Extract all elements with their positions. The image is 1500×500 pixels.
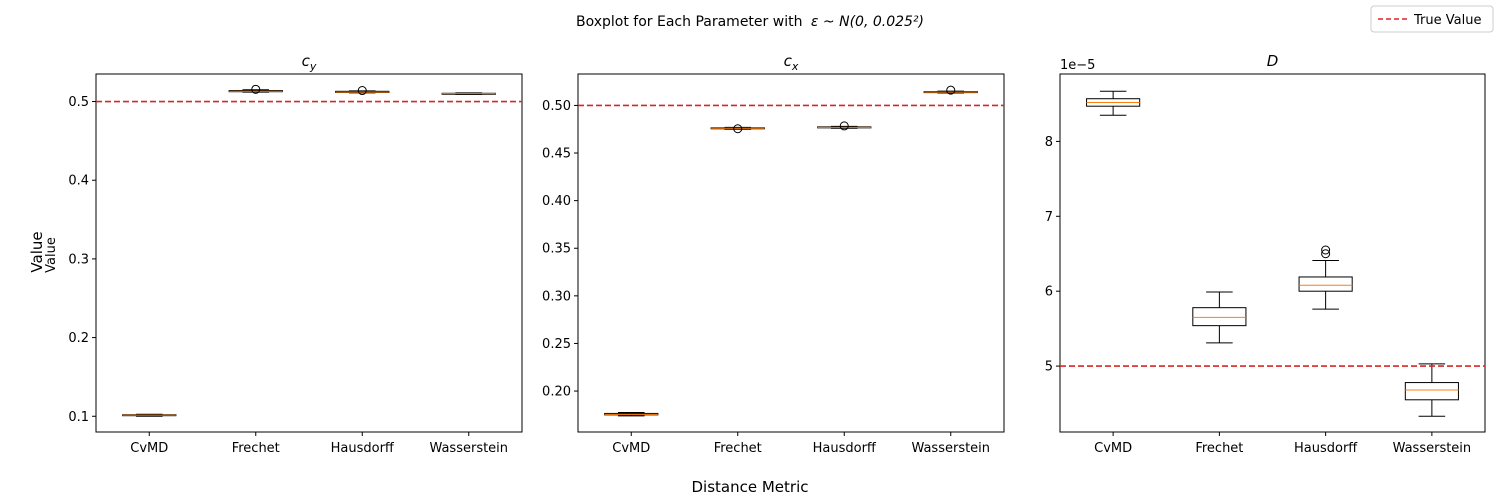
box-cvmd xyxy=(1086,90,1141,116)
box-hausdorff xyxy=(1298,245,1353,310)
legend: True Value xyxy=(1370,5,1494,33)
panel-title-main: c xyxy=(784,52,793,70)
flier xyxy=(357,86,367,96)
panel-title: cy xyxy=(302,52,317,73)
box-wasserstein xyxy=(923,85,978,95)
y-tick-label: 0.4 xyxy=(68,174,89,189)
flier xyxy=(251,84,261,94)
x-tick-label: CvMD xyxy=(612,441,650,456)
box-iqr xyxy=(1298,276,1353,292)
box-frechet xyxy=(710,124,765,134)
y-tick-label: 0.50 xyxy=(542,99,571,114)
flier xyxy=(733,124,743,134)
y-tick-label: 7 xyxy=(1045,210,1053,225)
x-tick-label: CvMD xyxy=(130,441,168,456)
flier xyxy=(839,121,849,131)
box-iqr xyxy=(1404,382,1459,401)
x-axis-label: Distance Metric xyxy=(692,478,809,496)
axes-frame xyxy=(1059,73,1486,433)
x-tick-label: CvMD xyxy=(1094,441,1132,456)
figure-suptitle: Boxplot for Each Parameter with ε ~ N(0,… xyxy=(576,14,924,30)
box-cvmd xyxy=(122,413,177,417)
x-tick-label: Wasserstein xyxy=(911,441,990,456)
axes-frame xyxy=(95,73,523,433)
panel-title-subscript: x xyxy=(791,60,799,73)
x-tick-label: Hausdorff xyxy=(813,441,877,456)
y-axis-label-inner: Value xyxy=(44,237,59,273)
suptitle-math: ε ~ N(0, 0.025²) xyxy=(811,14,924,30)
legend-label: True Value xyxy=(1413,13,1481,28)
y-tick-label: 0.45 xyxy=(542,147,571,162)
box-hausdorff xyxy=(817,121,872,131)
panel-title-subscript: y xyxy=(309,60,317,73)
box-iqr xyxy=(1192,307,1247,327)
y-tick-label: 0.35 xyxy=(542,242,571,257)
y-tick-label: 0.20 xyxy=(542,385,571,400)
flier xyxy=(946,85,956,95)
panel-title-main: D xyxy=(1267,52,1279,70)
x-tick-label: Frechet xyxy=(714,441,762,456)
y-tick-label: 0.2 xyxy=(68,331,89,346)
axis-multiplier: 1e−5 xyxy=(1060,58,1095,73)
y-tick-label: 0.25 xyxy=(542,337,571,352)
y-tick-label: 8 xyxy=(1045,135,1053,150)
axes-frame xyxy=(577,73,1005,433)
x-tick-label: Frechet xyxy=(1195,441,1243,456)
y-tick-label: 6 xyxy=(1045,285,1053,300)
flier xyxy=(1321,249,1331,259)
box-wasserstein xyxy=(441,92,496,95)
y-tick-label: 0.5 xyxy=(68,95,89,110)
box-cvmd xyxy=(604,411,659,417)
y-tick-label: 0.40 xyxy=(542,194,571,209)
x-tick-label: Hausdorff xyxy=(1294,441,1358,456)
x-tick-label: Wasserstein xyxy=(429,441,508,456)
box-hausdorff xyxy=(335,86,390,96)
panel-title-main: c xyxy=(302,52,311,70)
panel-2: cx 0.20 0.25 0.30 0.35 0.40 0.45 0.50 CvMD Freche… xyxy=(542,52,1005,456)
x-tick-label: Frechet xyxy=(232,441,280,456)
box-frechet xyxy=(228,84,283,94)
panel-title: cx xyxy=(784,52,799,73)
box-frechet xyxy=(1192,291,1247,344)
panel-3: D 1e−5 5 6 7 8 CvMD Frechet Hausdorff Wasserstein xyxy=(1045,52,1486,456)
box-wasserstein xyxy=(1404,363,1459,417)
y-axis-label-outer: Value xyxy=(28,231,46,272)
y-tick-label: 5 xyxy=(1045,360,1053,375)
y-tick-label: 0.3 xyxy=(68,252,89,267)
x-tick-label: Hausdorff xyxy=(331,441,395,456)
panel-title: D xyxy=(1267,52,1279,70)
flier xyxy=(1321,245,1331,255)
panel-1: cy 0.1 0.2 0.3 0.4 0.5 CvMD Frechet Hausdorff Was… xyxy=(68,52,523,456)
y-tick-label: 0.1 xyxy=(68,410,89,425)
x-tick-label: Wasserstein xyxy=(1393,441,1472,456)
y-tick-label: 0.30 xyxy=(542,289,571,304)
